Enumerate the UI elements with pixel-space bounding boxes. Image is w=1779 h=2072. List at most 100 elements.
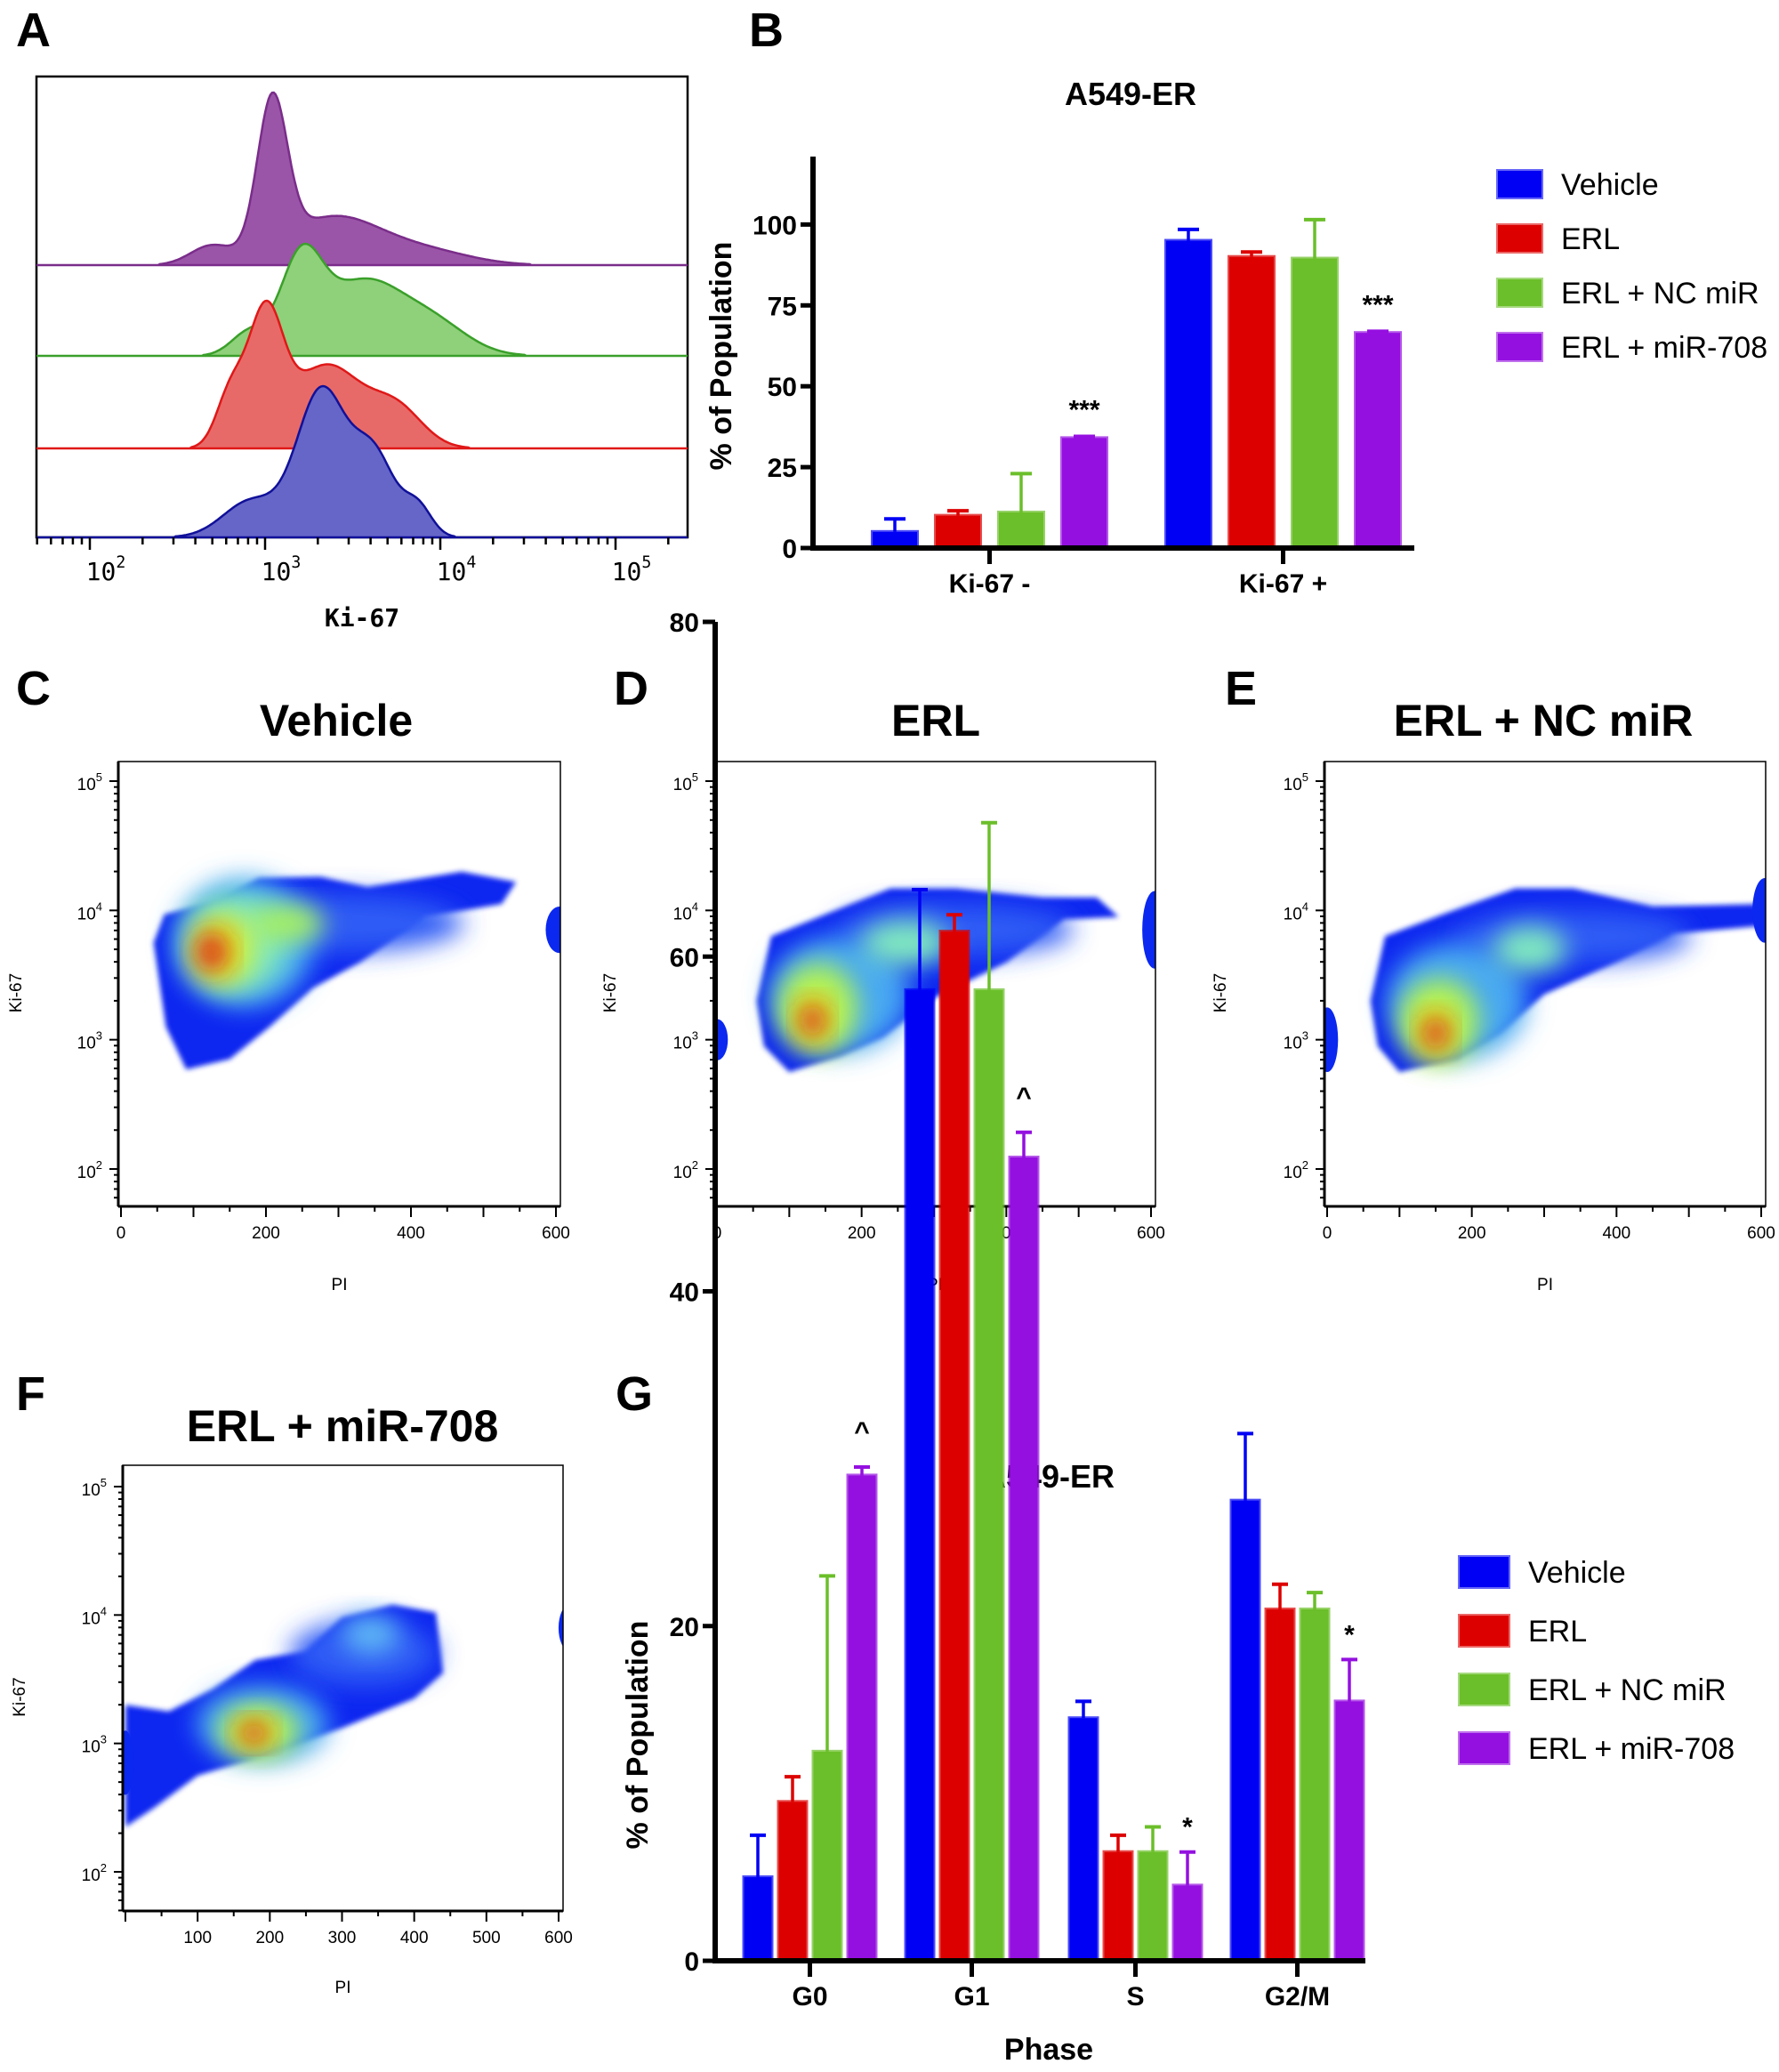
- y-tick-label: 103: [1284, 1029, 1308, 1053]
- y-tick-label: 102: [82, 1861, 107, 1885]
- histogram-series-2: [36, 299, 688, 450]
- y-tick-label: 103: [77, 1029, 102, 1053]
- bar-vehicle: [904, 988, 936, 1963]
- legend-swatch: [1458, 1731, 1510, 1765]
- y-tick-label-base: 10: [77, 1035, 96, 1053]
- panel-letter-b: B: [749, 4, 784, 57]
- panel-b-bar-chart: A549-ER *** *** 0 25 50 75 100 Ki-67 - Ki-67 + % o…: [704, 76, 1767, 599]
- y-tick-label-base: 10: [77, 905, 96, 923]
- density-level: [1493, 925, 1567, 973]
- y-tick-label: 75: [768, 292, 797, 321]
- x-tick-label: 103: [262, 553, 302, 586]
- density-cloud: [1324, 878, 1766, 1072]
- density-cloud: [714, 888, 1155, 1072]
- y-tick-label: 105: [1284, 770, 1308, 794]
- y-tick-label: 100: [753, 211, 797, 240]
- density-edge-cluster: [558, 1608, 563, 1647]
- panel-letter-f: F: [16, 1367, 45, 1421]
- legend-label: ERL + NC miR: [1561, 277, 1759, 310]
- legend-swatch: [1496, 223, 1543, 254]
- y-tick-label: 102: [673, 1158, 698, 1182]
- x-axis-label: Ki-67: [325, 603, 399, 633]
- panel-letter-e: E: [1225, 662, 1257, 715]
- legend-swatch: [1458, 1614, 1510, 1648]
- y-tick-label: 104: [82, 1604, 107, 1628]
- bar-erl-nc-mir: [973, 988, 1005, 1963]
- x-tick-label: 600: [542, 1224, 570, 1243]
- bar-erl-nc-mir: [997, 511, 1045, 550]
- x-tick-label-base: 10: [612, 557, 642, 586]
- y-tick-label-base: 10: [1284, 776, 1302, 794]
- x-tick-label: 600: [1747, 1224, 1775, 1243]
- x-tick-label: 200: [255, 1929, 284, 1947]
- y-tick-label-base: 10: [77, 1164, 96, 1182]
- y-tick-label: 102: [77, 1158, 102, 1182]
- bar-erl-nc-mir: [1291, 256, 1339, 550]
- y-tick-label: 20: [670, 1613, 699, 1642]
- x-axis-label: PI: [335, 1979, 351, 1997]
- bar-erl-mir-708: [846, 1473, 878, 1963]
- x-tick-label: 600: [1137, 1224, 1165, 1243]
- panel-letter-a: A: [16, 4, 51, 57]
- y-axis-label: % of Population: [621, 1621, 655, 1850]
- y-axis-label: Ki-67: [1211, 973, 1230, 1012]
- density-level: [341, 1615, 400, 1654]
- density-level: [860, 919, 950, 966]
- bar-erl: [1228, 254, 1276, 550]
- density-level: [290, 1621, 438, 1686]
- legend-swatch: [1496, 169, 1543, 199]
- y-tick-label-exp: 3: [692, 1029, 698, 1043]
- x-tick-label: Ki-67 +: [1239, 569, 1327, 599]
- x-tick-label: G0: [792, 1982, 827, 2012]
- y-tick-label-base: 10: [673, 1164, 692, 1182]
- y-tick-label-exp: 5: [1302, 770, 1308, 784]
- x-tick-label-base: 10: [86, 557, 117, 586]
- y-tick-label: 0: [782, 535, 797, 564]
- density-edge-cluster: [1142, 891, 1155, 969]
- density-cloud: [153, 871, 560, 1070]
- density-cloud: [123, 1604, 563, 1827]
- legend-label: Vehicle: [1561, 168, 1659, 202]
- legend-label: ERL + miR-708: [1561, 331, 1767, 365]
- histogram-series-0: [36, 91, 688, 267]
- x-tick-label: 0: [1323, 1224, 1332, 1243]
- y-axis-label: % of Population: [704, 242, 738, 471]
- x-tick-label: 400: [400, 1929, 429, 1947]
- panel-d-density-plot: ERL1021031041050200400600PIKi-67: [601, 696, 1165, 1294]
- y-tick-label: 105: [77, 770, 102, 794]
- y-tick-label: 103: [673, 1029, 698, 1053]
- x-tick-label: 200: [252, 1224, 280, 1243]
- plot-title: Vehicle: [260, 696, 413, 746]
- significance-marker: ***: [1068, 396, 1099, 425]
- bar-vehicle: [742, 1874, 774, 1963]
- x-tick-label: G1: [954, 1982, 989, 2012]
- y-tick-label-exp: 2: [692, 1158, 698, 1172]
- bar-erl: [1102, 1850, 1134, 1963]
- y-tick-label-base: 10: [1284, 1164, 1302, 1182]
- x-tick-label: S: [1126, 1982, 1144, 2012]
- plot-title: ERL + miR-708: [187, 1401, 499, 1451]
- y-tick-label-exp: 5: [96, 770, 102, 784]
- panel-letter-c: C: [16, 662, 51, 715]
- y-axis-label: Ki-67: [601, 973, 620, 1012]
- y-axis-label: Ki-67: [7, 973, 26, 1012]
- bar-erl-mir-708: [1171, 1883, 1203, 1963]
- x-tick-label-exp: 3: [291, 553, 301, 572]
- x-tick-label: 300: [328, 1929, 357, 1947]
- y-tick-label-exp: 4: [1302, 899, 1308, 913]
- x-tick-label-exp: 5: [641, 553, 651, 572]
- significance-marker: *: [1182, 1813, 1193, 1842]
- y-tick-label-base: 10: [1284, 905, 1302, 923]
- x-axis-label: PI: [332, 1276, 348, 1294]
- bar-erl-mir-708: [1354, 331, 1402, 550]
- legend-swatch: [1458, 1555, 1510, 1589]
- y-tick-label: 104: [673, 899, 698, 923]
- y-axis-label: Ki-67: [11, 1677, 29, 1716]
- y-tick-label-exp: 4: [692, 899, 698, 913]
- density-level: [1422, 1016, 1449, 1051]
- legend-swatch: [1458, 1673, 1510, 1706]
